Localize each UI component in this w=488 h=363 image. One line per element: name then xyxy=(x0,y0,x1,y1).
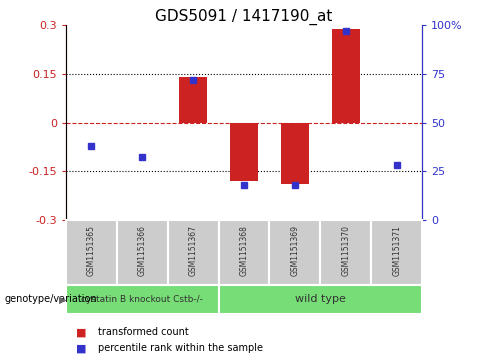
Text: cystatin B knockout Cstb-/-: cystatin B knockout Cstb-/- xyxy=(81,295,203,304)
Bar xyxy=(269,220,320,285)
Bar xyxy=(66,220,117,285)
Text: GSM1151367: GSM1151367 xyxy=(188,225,198,276)
Text: GSM1151365: GSM1151365 xyxy=(87,225,96,276)
Bar xyxy=(219,285,422,314)
Text: ▶: ▶ xyxy=(59,294,66,305)
Bar xyxy=(332,29,360,122)
Text: GSM1151370: GSM1151370 xyxy=(341,225,350,276)
Text: GSM1151366: GSM1151366 xyxy=(138,225,147,276)
Text: GSM1151368: GSM1151368 xyxy=(240,225,248,276)
Text: ■: ■ xyxy=(76,327,86,337)
Bar xyxy=(230,122,258,181)
Text: wild type: wild type xyxy=(295,294,346,305)
Bar xyxy=(117,220,168,285)
Text: GDS5091 / 1417190_at: GDS5091 / 1417190_at xyxy=(155,9,333,25)
Bar xyxy=(66,285,219,314)
Bar xyxy=(219,220,269,285)
Bar xyxy=(179,77,207,122)
Text: percentile rank within the sample: percentile rank within the sample xyxy=(98,343,263,354)
Bar xyxy=(320,220,371,285)
Bar xyxy=(168,220,219,285)
Bar xyxy=(281,122,309,184)
Bar xyxy=(371,220,422,285)
Text: ■: ■ xyxy=(76,343,86,354)
Text: genotype/variation: genotype/variation xyxy=(5,294,98,305)
Text: GSM1151369: GSM1151369 xyxy=(290,225,300,276)
Text: GSM1151371: GSM1151371 xyxy=(392,225,401,276)
Text: transformed count: transformed count xyxy=(98,327,188,337)
